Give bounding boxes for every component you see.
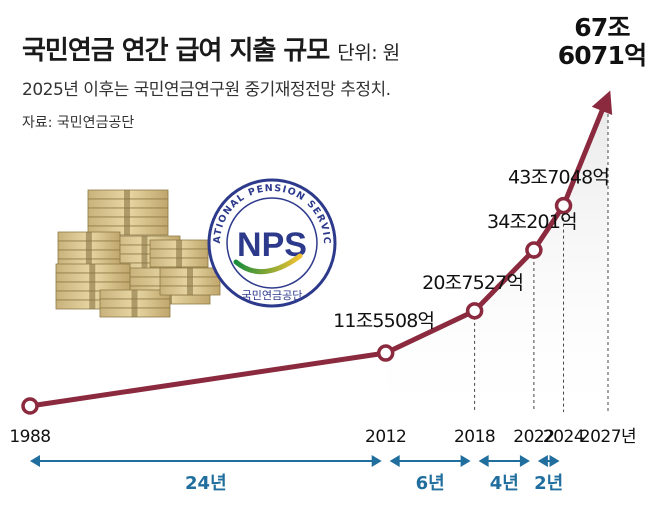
bundle-band: [89, 264, 96, 273]
bundle-band: [85, 241, 92, 250]
chart-subtitle: 2025년 이후는 국민연금연구원 중기재정전망 추정치.: [22, 80, 391, 100]
bundle-band: [187, 286, 193, 295]
bundle-band: [124, 217, 130, 226]
area-fill: [385, 96, 608, 406]
x-tick-label: 2027년: [580, 427, 636, 447]
data-point-marker: [21, 397, 39, 415]
period-label: 24년: [185, 473, 227, 494]
bundle-band: [124, 199, 130, 208]
bundle-band: [131, 290, 138, 299]
bundle-band: [124, 226, 130, 235]
logo-inner-ring: [226, 197, 318, 289]
logo-swoosh: [233, 253, 303, 275]
bundle-band: [85, 259, 92, 268]
period-arrowhead-right: [371, 455, 382, 467]
bundle-band: [141, 236, 148, 245]
data-label: 11조5508억: [333, 310, 434, 332]
period-arrowhead-right: [460, 455, 471, 467]
data-label: 20조7527억: [422, 272, 523, 294]
bundle-band: [176, 258, 183, 267]
bundle-band: [124, 190, 130, 199]
bundle-band: [89, 282, 96, 291]
series-arrowhead: [591, 90, 613, 115]
bundle-band: [85, 250, 92, 259]
bundle-band: [141, 245, 148, 254]
bundle-band: [176, 240, 183, 249]
bundle-band: [141, 263, 148, 272]
x-tick-label: 2012: [365, 427, 406, 447]
data-label: 34조201억: [487, 211, 577, 233]
bundle-band: [131, 299, 138, 308]
data-point-marker: [376, 344, 395, 362]
period-label: 6년: [416, 473, 445, 494]
bundle-band: [85, 232, 92, 241]
period-arrowhead-right: [519, 455, 530, 467]
source-note: 자료: 국민연금공단: [22, 115, 135, 131]
bundle-band: [187, 277, 193, 286]
header: 국민연금 연간 급여 지출 규모 단위: 원 2025년 이후는 국민연금연구원…: [22, 30, 542, 132]
x-tick-label: 2024: [543, 427, 584, 447]
period-label: 2년: [534, 473, 563, 494]
bundle-band: [131, 308, 138, 317]
bundle-band: [89, 273, 96, 282]
bundle-band: [141, 254, 148, 263]
logo-bottom-text: 국민연금공단: [242, 289, 303, 302]
period-arrowhead-right: [549, 455, 560, 467]
chart-title: 국민연금 연간 급여 지출 규모: [22, 36, 330, 66]
bundle-band: [89, 291, 96, 300]
x-tick-label: 2022: [513, 427, 554, 447]
data-point-marker: [554, 196, 573, 215]
data-point-marker: [525, 241, 543, 259]
unit-label: 단위: 원: [337, 42, 400, 64]
data-label: 67조 6071억: [558, 13, 647, 70]
bundle-band: [176, 249, 183, 258]
money-stacks-illustration: [55, 189, 221, 318]
period-arrowhead-left: [30, 455, 40, 467]
period-arrowhead-left: [478, 455, 489, 467]
bundle-band: [187, 268, 193, 277]
series-line: [29, 95, 611, 409]
period-arrowhead-left: [389, 455, 400, 467]
period-label: 4년: [490, 473, 519, 494]
data-label: 43조7048억: [508, 167, 609, 189]
x-tick-label: 1988: [9, 427, 50, 447]
bundle-band: [124, 208, 130, 217]
bundle-band: [89, 300, 96, 309]
period-arrowhead-left: [537, 455, 548, 467]
data-point-marker: [465, 302, 484, 320]
x-tick-label: 2018: [454, 427, 495, 447]
